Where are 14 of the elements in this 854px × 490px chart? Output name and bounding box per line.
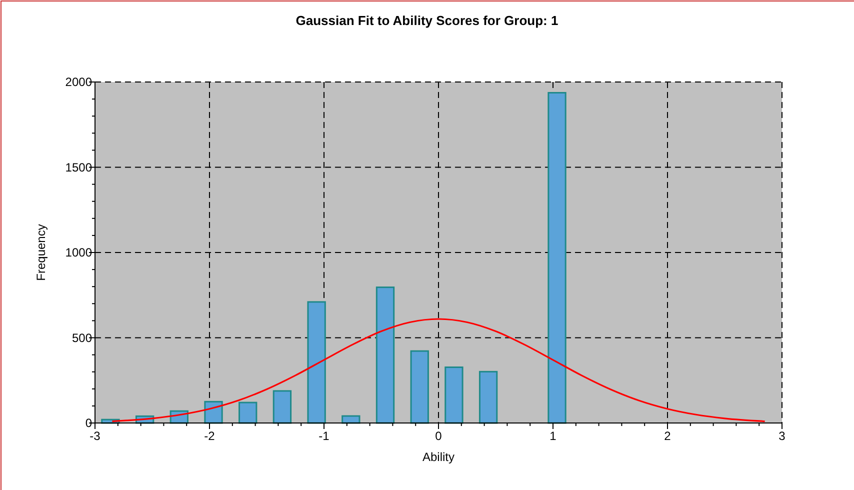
x-tick-label: 0 [435,429,442,443]
x-tick-label: 2 [664,429,672,443]
y-tick-label: 1500 [65,160,92,174]
y-tick-label: 500 [72,330,92,345]
x-tick-label: -1 [318,429,330,443]
y-tick-label: 2000 [65,75,92,89]
x-tick-label: -2 [204,429,216,443]
y-axis-title: Frequency [34,224,48,281]
chart-title: Gaussian Fit to Ability Scores for Group: 1 [296,13,558,28]
y-tick-label: 1000 [65,246,92,260]
x-tick-label: 1 [550,429,557,443]
x-axis-title: Ability [422,450,455,464]
x-tick-label: -3 [90,429,101,443]
x-tick-label: 3 [778,429,786,443]
